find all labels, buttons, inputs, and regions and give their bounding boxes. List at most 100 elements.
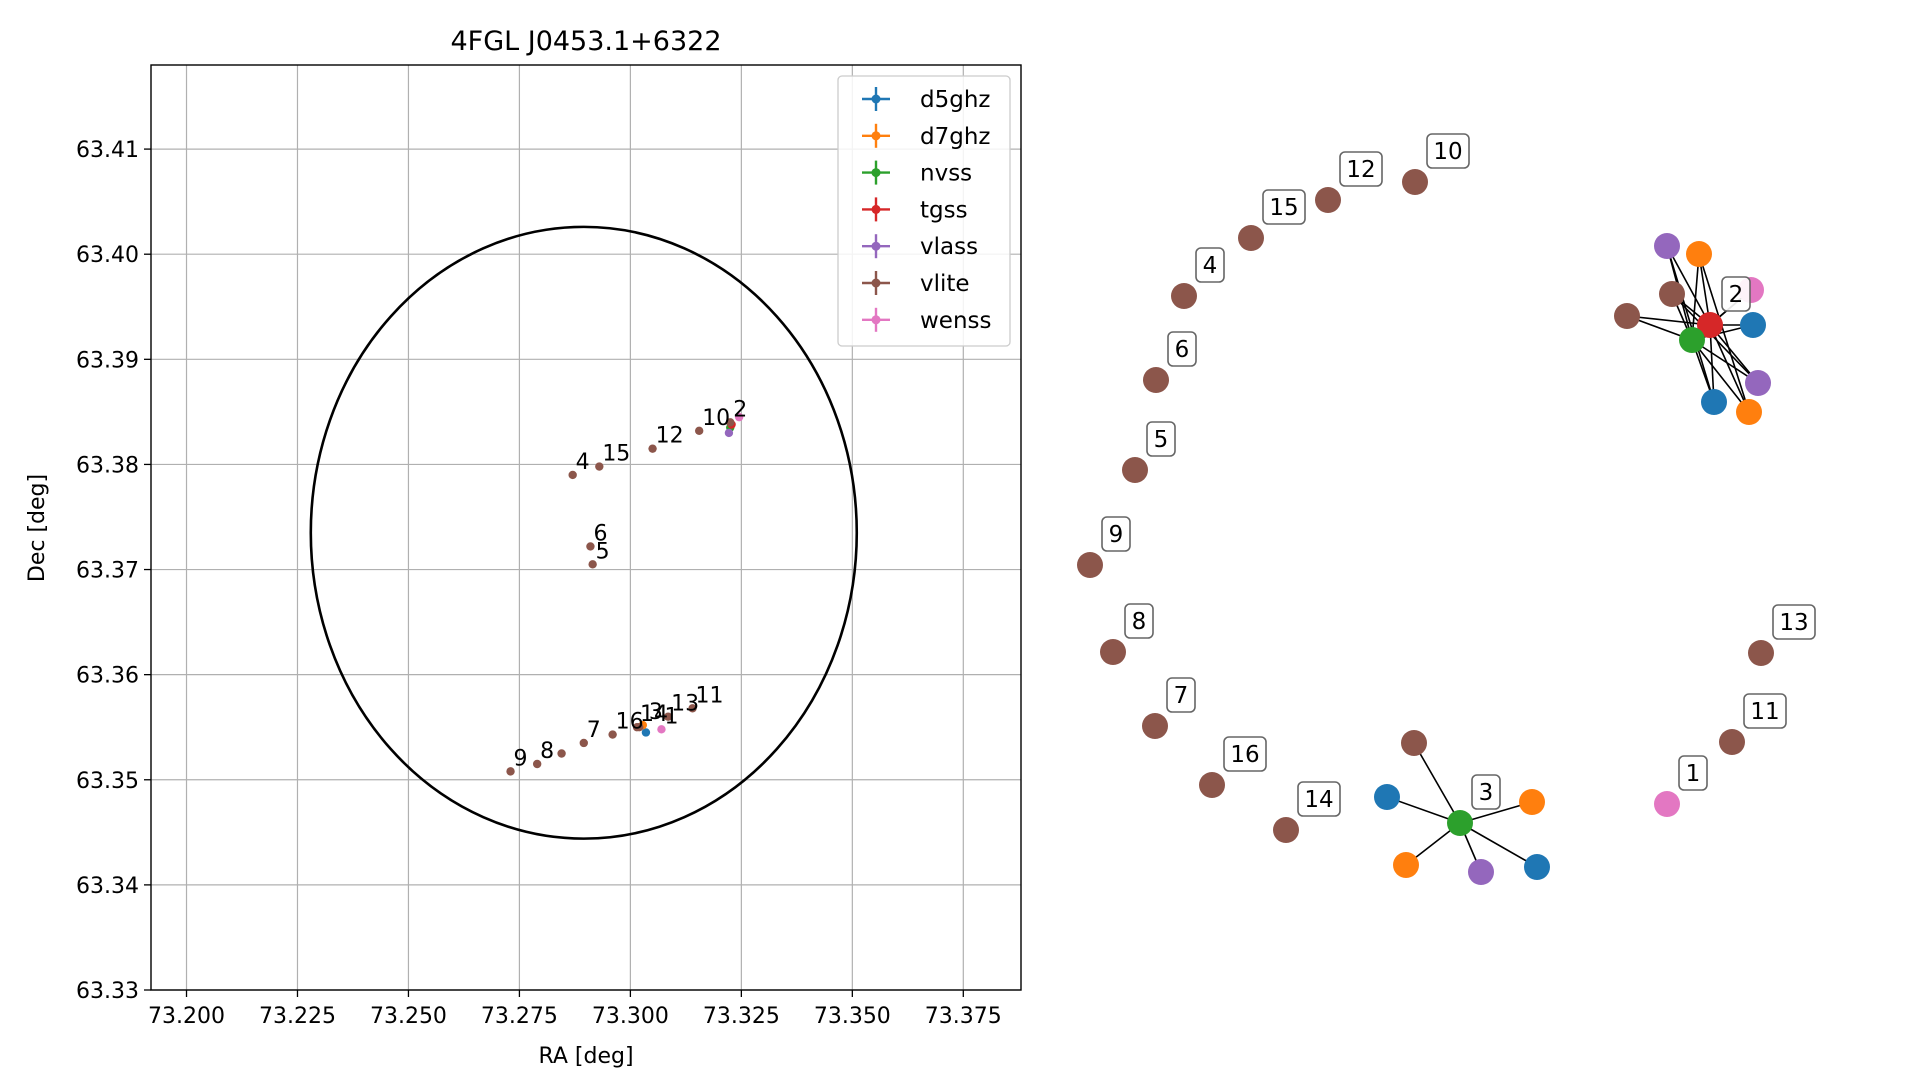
network-node bbox=[1401, 730, 1427, 756]
point-label: 3 bbox=[649, 700, 663, 725]
x-tick-label: 73.250 bbox=[370, 1004, 447, 1029]
ellipse-layer bbox=[309, 225, 859, 840]
network-node bbox=[1199, 772, 1225, 798]
y-tick-label: 63.39 bbox=[76, 348, 139, 373]
node-label-box bbox=[1166, 677, 1196, 713]
grid bbox=[151, 65, 1021, 991]
node-label-box bbox=[1195, 247, 1225, 283]
network-edge bbox=[1671, 293, 1759, 384]
point-label: 16 bbox=[616, 710, 644, 735]
node-label-text: 13 bbox=[1779, 610, 1808, 636]
network-node bbox=[1393, 852, 1419, 878]
node-label-box bbox=[1167, 331, 1197, 367]
point-vlite bbox=[588, 560, 597, 569]
x-axis-label: RA [deg] bbox=[538, 1044, 633, 1069]
node-label-box bbox=[1678, 755, 1708, 791]
node-label-box bbox=[1223, 736, 1267, 772]
point-wenss bbox=[734, 412, 744, 422]
network-node bbox=[1740, 312, 1766, 338]
node-label: 13 bbox=[1772, 604, 1816, 640]
x-tick-label: 73.200 bbox=[148, 1004, 225, 1029]
legend-label: d7ghz bbox=[920, 124, 990, 150]
error-ellipse bbox=[309, 225, 859, 840]
legend-marker-dot bbox=[871, 94, 881, 104]
legend-marker-dot bbox=[871, 315, 881, 325]
point-vlite bbox=[532, 759, 542, 769]
point-label: 15 bbox=[602, 442, 630, 467]
node-label-box bbox=[1262, 189, 1306, 225]
node-label-box bbox=[1471, 774, 1501, 810]
node-label-text: 2 bbox=[1729, 282, 1744, 308]
legend-item-vlass: vlass bbox=[862, 234, 978, 260]
y-tick-label: 63.35 bbox=[76, 769, 139, 794]
points-layer bbox=[506, 412, 744, 776]
network-node bbox=[1142, 713, 1168, 739]
point-label: 13 bbox=[671, 692, 699, 717]
network-node bbox=[1519, 789, 1545, 815]
node-label: 15 bbox=[1262, 189, 1306, 225]
network-node bbox=[1745, 370, 1771, 396]
point-vlite bbox=[586, 542, 595, 551]
network-node bbox=[1679, 327, 1705, 353]
point-vlite bbox=[688, 704, 697, 713]
network-node bbox=[1748, 640, 1774, 666]
point-label: 10 bbox=[702, 406, 730, 431]
point-label: 9 bbox=[514, 746, 528, 771]
network-edge bbox=[1691, 339, 1759, 384]
y-tick-label: 63.41 bbox=[76, 138, 139, 163]
point-vlite bbox=[506, 767, 515, 776]
y-tick-label: 63.37 bbox=[76, 559, 139, 584]
network-node bbox=[1701, 389, 1727, 415]
node-label-text: 7 bbox=[1174, 683, 1189, 709]
node-label-text: 16 bbox=[1230, 742, 1259, 768]
legend-label: d5ghz bbox=[920, 87, 990, 113]
y-tick-label: 63.34 bbox=[76, 874, 139, 899]
y-tick-label: 63.40 bbox=[76, 243, 139, 268]
node-label-box bbox=[1772, 604, 1816, 640]
node-label-box bbox=[1743, 693, 1787, 729]
point-label: 7 bbox=[587, 718, 601, 743]
point-label: 14 bbox=[640, 702, 668, 727]
network-edge bbox=[1691, 339, 1750, 413]
node-label-box bbox=[1297, 781, 1341, 817]
node-label: 4 bbox=[1195, 247, 1225, 283]
network-node bbox=[1719, 729, 1745, 755]
network-node bbox=[1654, 791, 1680, 817]
network-node bbox=[1122, 457, 1148, 483]
network-node bbox=[1100, 639, 1126, 665]
legend-item-d7ghz: d7ghz bbox=[862, 123, 990, 150]
network-edge bbox=[1626, 315, 1711, 326]
legend-marker-dot bbox=[871, 241, 881, 251]
network-node bbox=[1524, 854, 1550, 880]
node-label: 3 bbox=[1471, 774, 1501, 810]
y-tick-label: 63.33 bbox=[76, 979, 139, 1004]
legend-item-tgss: tgss bbox=[862, 197, 968, 223]
point-vlite bbox=[595, 462, 604, 471]
legend-items: d5ghz d7ghz nvss tgss vlass vlite wenss bbox=[862, 87, 992, 334]
legend-item-d5ghz: d5ghz bbox=[862, 87, 990, 113]
network-node bbox=[1143, 367, 1169, 393]
point-vlite bbox=[557, 749, 566, 758]
network-node bbox=[1686, 241, 1712, 267]
point-vlite bbox=[579, 738, 588, 748]
legend-marker-dot bbox=[871, 204, 881, 214]
network-node bbox=[1374, 784, 1400, 810]
point-label: 6 bbox=[593, 521, 607, 546]
legend: d5ghz d7ghz nvss tgss vlass vlite wenss bbox=[837, 75, 1011, 347]
legend-label: vlite bbox=[920, 271, 970, 297]
node-label-box bbox=[1146, 421, 1176, 457]
point-label: 1 bbox=[664, 704, 678, 729]
network-node bbox=[1654, 233, 1680, 259]
chart-title: 4FGL J0453.1+6322 bbox=[450, 26, 721, 57]
point-vlite bbox=[694, 426, 704, 435]
legend-frame bbox=[837, 75, 1011, 347]
point-vlite bbox=[663, 712, 673, 721]
node-label-text: 9 bbox=[1109, 522, 1124, 548]
point-vlass bbox=[724, 428, 734, 438]
network-node bbox=[1077, 552, 1103, 578]
node-label-box bbox=[1721, 276, 1751, 312]
node-label-text: 15 bbox=[1269, 195, 1298, 221]
